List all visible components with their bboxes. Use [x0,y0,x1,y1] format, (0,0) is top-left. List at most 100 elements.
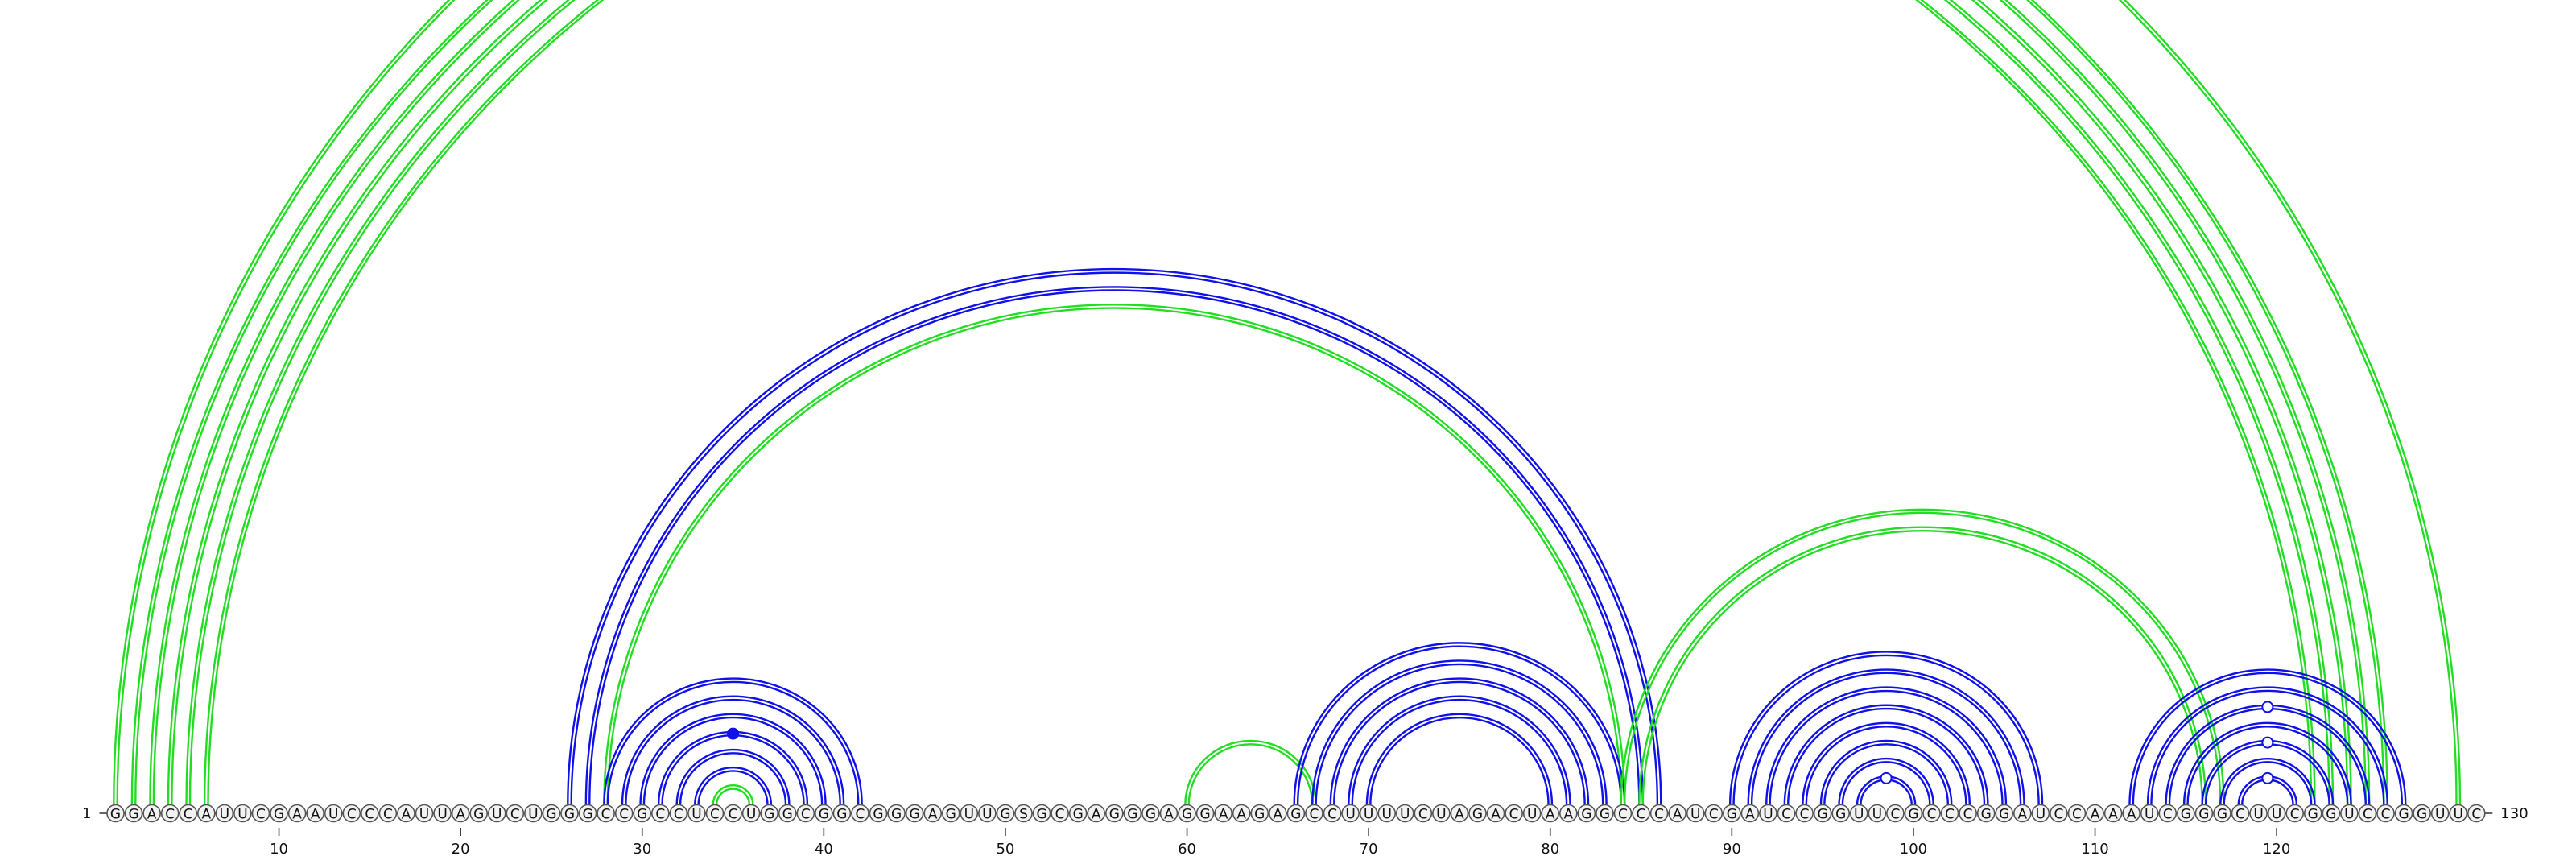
nucleotide: A [306,804,324,823]
nucleotide: A [1486,804,1505,823]
nucleotide-letter: G [891,807,902,823]
nucleotide-circle [2067,804,2087,823]
nucleotide-circle [2322,804,2341,823]
nucleotide: G [760,804,778,823]
nucleotide-letter: U [2344,807,2354,823]
nucleotide-letter: C [184,807,193,823]
nucleotide-letter: A [402,807,411,823]
nucleotide-circle [1468,804,1487,823]
nucleotide-letter: G [2326,807,2336,823]
arc-stroke [1783,704,1989,805]
nucleotide: A [2103,804,2123,823]
arc-stroke [1765,686,2008,805]
base-pair-arc [639,713,827,805]
nucleotide-letter: G [2181,807,2191,823]
base-pair-arc [1747,668,2025,805]
arc-stroke [1769,689,2004,805]
nucleotide-circle [597,804,615,823]
nucleotide: U [324,804,343,823]
tick-label: 60 [1178,841,1196,857]
nucleotide: G [1995,804,2014,823]
nucleotide-letter: C [2381,807,2391,823]
arc-marker [2261,701,2274,713]
nucleotide: C [1414,804,1433,823]
nucleotide-letter: C [383,807,393,823]
nucleotide: G [2213,804,2231,823]
nucleotide-letter: A [1546,807,1555,823]
nucleotide-letter: A [311,807,320,823]
base-pair-arc [113,0,2462,805]
arc-stroke [167,0,2352,805]
nucleotide: A [287,804,307,823]
nucleotide: A [1269,804,1287,823]
nucleotide-circle [179,804,198,823]
nucleotide-letter: U [1872,807,1882,823]
nucleotide: C [506,804,525,823]
nucleotide-letter: G [582,807,592,823]
nucleotide: G [1577,804,1596,823]
arc-marker [2261,771,2274,784]
nucleotide-letter: G [1999,807,2009,823]
arc-stroke [2150,689,2385,805]
base-pair-arc [603,304,1626,805]
nucleotide: G [2413,804,2431,823]
nucleotide-letter: U [982,807,992,823]
nucleotide-letter: U [1400,807,1410,823]
nucleotide: G [941,804,960,823]
nucleotide-circle [1904,804,1923,823]
nucleotide-letter: U [220,807,229,823]
arc-stroke [1728,651,2044,805]
arc-stroke [1819,739,1953,805]
arc-stroke [1750,672,2022,805]
nucleotide: U [2267,804,2286,823]
nucleotide-letter: G [110,807,121,823]
nucleotide-circle [960,804,979,823]
nucleotide-circle [1613,804,1633,823]
arc-stroke [1311,659,1608,805]
nucleotide-circle [923,804,942,823]
nucleotide-letter: G [1472,807,1483,823]
nucleotide: C [1704,804,1724,823]
nucleotide-circle [524,804,543,823]
nucleotide-circle [796,804,815,823]
arc-stroke [694,766,773,805]
nucleotide-letter: C [1890,807,1900,823]
nucleotide-letter: C [1418,807,1428,823]
nucleotide-letter: C [1709,807,1719,823]
arc-stroke [203,0,2316,805]
arc-marker [2261,736,2274,749]
nucleotide-circle [724,804,742,823]
base-pair-arc [1184,739,1317,805]
nucleotide-letter: G [1290,807,1301,823]
nucleotide-circle [2140,804,2159,823]
start-index-label: 1 [82,805,91,822]
base-pair-arc [712,784,754,805]
nucleotide: U [2430,804,2450,823]
nucleotide-circle [1868,804,1887,823]
nucleotide: C [1613,804,1633,823]
ruler-tick: 50 [996,828,1014,858]
nucleotide: C [597,804,615,823]
nucleotide-letter: G [2308,807,2318,823]
nucleotide-circle [142,804,161,823]
nucleotide: C [2376,804,2395,823]
arc-stroke [1620,508,2225,805]
nucleotide-letter: G [274,807,284,823]
nucleotide-letter: A [2017,807,2027,823]
tick-label: 20 [452,841,470,857]
nucleotide: U [1377,804,1396,823]
nucleotide-circle [324,804,343,823]
nucleotide-circle [560,804,579,823]
nucleotide-circle [741,804,761,823]
nucleotide-letter: A [201,807,211,823]
nucleotide-letter: U [2036,807,2046,823]
nucleotide-circle [1014,804,1033,823]
nucleotide-circle [905,804,924,823]
arc-stroke [2186,725,2349,805]
nucleotide-circle [1068,804,1088,823]
nucleotide-circle [1414,804,1433,823]
nucleotide-letter: U [1436,807,1446,823]
nucleotide: C [342,804,361,823]
nucleotide-circle [1596,804,1614,823]
